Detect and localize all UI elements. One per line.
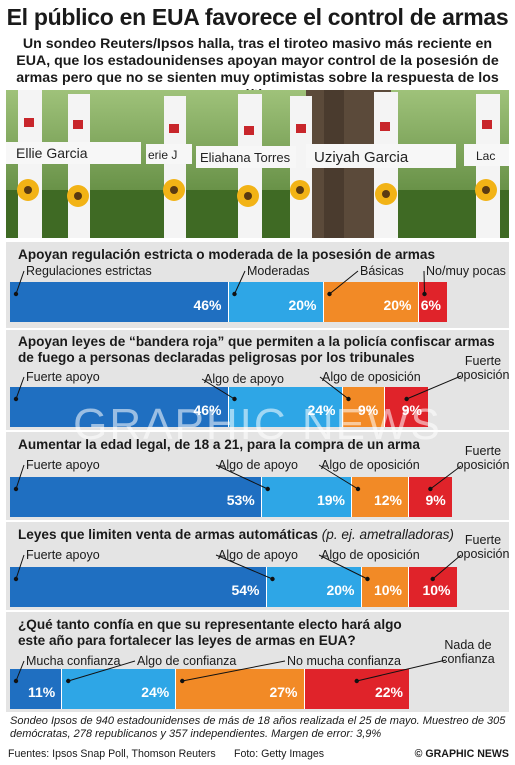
data-label: 10%: [422, 582, 451, 598]
copyright: © GRAPHIC NEWS: [414, 748, 509, 760]
bar-segment: 53%: [10, 477, 262, 517]
data-label: 46%: [193, 297, 222, 313]
bar-segment: 20%: [266, 567, 362, 607]
category-label: No/muy pocas: [426, 264, 506, 278]
memorial-crosses-illustration: Ellie Garcia erie J Eliahana Torres Uziy…: [6, 90, 509, 238]
memorial-photo: Ellie Garcia erie J Eliahana Torres Uziy…: [6, 90, 509, 238]
photo-credit: Foto: Getty Images: [234, 748, 325, 760]
data-label: 12%: [373, 492, 402, 508]
data-label: 24%: [307, 402, 336, 418]
category-label: Algo de apoyo: [218, 458, 298, 472]
category-label: No mucha confianza: [287, 654, 401, 668]
category-label: Algo de confianza: [137, 654, 237, 668]
data-label: 9%: [425, 492, 446, 508]
category-label: Fuerte oposición: [456, 444, 510, 472]
data-label: 27%: [269, 684, 298, 700]
data-label: 9%: [401, 402, 422, 418]
question-5-title: ¿Qué tanto confía en que su representant…: [18, 617, 402, 648]
cross-name: Uziyah Garcia: [314, 149, 409, 166]
category-label: Algo de oposición: [321, 548, 420, 562]
category-label: Básicas: [360, 264, 404, 278]
question-4-title-main: Leyes que limiten venta de armas automát…: [18, 527, 318, 542]
category-label: Algo de apoyo: [218, 548, 298, 562]
bar-segment: 10%: [361, 567, 409, 607]
bar-segment: 12%: [352, 477, 409, 517]
bar-legal-age: 53% 19% 12% 9%: [10, 477, 452, 517]
bar-segment: 46%: [10, 282, 229, 322]
data-label: 46%: [193, 402, 222, 418]
bar-segment: 20%: [228, 282, 324, 322]
category-label: Mucha confianza: [26, 654, 121, 668]
bar-segment: 46%: [10, 387, 229, 427]
category-label: Algo de oposición: [321, 458, 420, 472]
cross-name: Lac: [476, 149, 495, 163]
category-label: Fuerte apoyo: [26, 548, 100, 562]
category-label: Moderadas: [247, 264, 310, 278]
category-label: Nada de confianza: [441, 638, 495, 666]
data-label: 53%: [226, 492, 255, 508]
bar-segment: 22%: [304, 669, 409, 709]
question-4-title-note: (p. ej. ametralladoras): [321, 527, 454, 542]
bar-segment: 9%: [409, 477, 452, 517]
category-label: Fuerte oposición: [456, 533, 510, 561]
bar-segment: 54%: [10, 567, 267, 607]
cross-name: Eliahana Torres: [200, 150, 291, 165]
cross-name: Ellie Garcia: [16, 145, 88, 161]
category-label: Algo de oposición: [322, 370, 421, 384]
data-label: 6%: [420, 297, 441, 313]
bar-segment: 19%: [261, 477, 352, 517]
bar-segment: 9%: [385, 387, 428, 427]
category-label: Fuerte apoyo: [26, 458, 100, 472]
page-title: El público en EUA favorece el control de…: [6, 4, 509, 30]
bar-segment: 20%: [323, 282, 419, 322]
data-label: 54%: [231, 582, 260, 598]
bar-segment: 24%: [228, 387, 343, 427]
data-label: 20%: [326, 582, 355, 598]
data-label: 20%: [383, 297, 412, 313]
category-label: Fuerte oposición: [456, 354, 510, 382]
bar-regulation: 46% 20% 20% 6%: [10, 282, 447, 322]
data-label: 9%: [358, 402, 379, 418]
category-label: Fuerte apoyo: [26, 370, 100, 384]
bar-segment: 10%: [409, 567, 457, 607]
sources: Fuentes: Ipsos Snap Poll, Thomson Reuter…: [8, 748, 216, 760]
question-2-title: Apoyan leyes de “bandera roja” que permi…: [18, 334, 495, 365]
category-label: Regulaciones estrictas: [26, 264, 152, 278]
question-4-title: Leyes que limiten venta de armas automát…: [18, 527, 498, 543]
category-label: Algo de apoyo: [204, 372, 284, 386]
question-1-title: Apoyan regulación estricta o moderada de…: [18, 247, 436, 262]
data-label: 20%: [288, 297, 317, 313]
question-3-title: Aumentar la edad legal, de 18 a 21, para…: [18, 437, 420, 452]
survey-note: Sondeo Ipsos de 940 estadounidenses de m…: [10, 715, 506, 740]
bar-segment: 6%: [418, 282, 447, 322]
bar-confidence: 11% 24% 27% 22%: [10, 669, 409, 709]
data-label: 10%: [373, 582, 402, 598]
cross-name: erie J: [148, 148, 177, 162]
bar-segment: 27%: [176, 669, 305, 709]
bar-automatic-weapons: 54% 20% 10% 10%: [10, 567, 457, 607]
bar-segment: 11%: [10, 669, 63, 709]
bar-segment: 9%: [342, 387, 386, 427]
data-label: 22%: [374, 684, 403, 700]
bar-red-flag: 46% 24% 9% 9%: [10, 387, 428, 427]
data-label: 11%: [28, 684, 56, 700]
data-label: 24%: [141, 684, 170, 700]
data-label: 19%: [316, 492, 345, 508]
bar-segment: 24%: [62, 669, 177, 709]
